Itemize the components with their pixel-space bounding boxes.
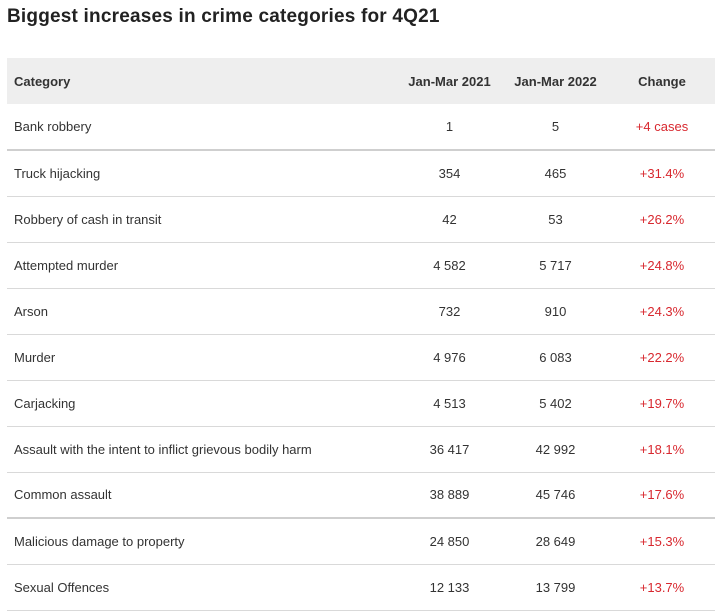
cell-category: Attempted murder: [14, 257, 119, 273]
cell-category: Truck hijacking: [14, 165, 101, 181]
table-row: Common assault 38 889 45 746 +17.6%: [7, 472, 715, 518]
cell-jan-mar-2022: 5 402: [539, 395, 572, 411]
cell-jan-mar-2021: 24 850: [429, 533, 470, 549]
cell-jan-mar-2022: 6 083: [539, 349, 572, 365]
table-row: Truck hijacking 354 465 +31.4%: [7, 150, 715, 196]
cell-category: Bank robbery: [14, 119, 92, 134]
table-row: Robbery of cash in transit 42 53 +26.2%: [7, 196, 715, 242]
chart-title: Biggest increases in crime categories fo…: [7, 6, 440, 27]
cell-change: +17.6%: [639, 487, 685, 503]
cell-change: +26.2%: [639, 211, 685, 227]
cell-category: Arson: [14, 303, 48, 319]
cell-jan-mar-2022: 5 717: [539, 257, 572, 273]
cell-change: +24.8%: [639, 257, 685, 273]
cell-jan-mar-2021: 4 513: [433, 395, 466, 411]
table-row: Sexual Offences 12 133 13 799 +13.7%: [7, 564, 715, 610]
header-jan-mar-2021: Jan-Mar 2021: [408, 73, 491, 89]
cell-jan-mar-2022: 5: [551, 119, 560, 134]
header-change: Change: [638, 73, 686, 89]
table-row: Carjacking 4 513 5 402 +19.7%: [7, 380, 715, 426]
cell-jan-mar-2021: 42: [442, 211, 457, 227]
cell-change: +19.7%: [639, 395, 685, 411]
table-row: Assault with the intent to inflict griev…: [7, 426, 715, 472]
cell-category: Sexual Offences: [14, 579, 110, 595]
cell-jan-mar-2021: 4 976: [433, 349, 466, 365]
table-header-row: Category Jan-Mar 2021 Jan-Mar 2022 Chang…: [7, 58, 715, 104]
cell-change: +18.1%: [639, 441, 685, 457]
cell-category: Robbery of cash in transit: [14, 211, 162, 227]
cell-jan-mar-2021: 12 133: [429, 579, 470, 595]
cell-change: +4 cases: [635, 119, 689, 134]
cell-jan-mar-2022: 28 649: [535, 533, 576, 549]
table-row: Murder 4 976 6 083 +22.2%: [7, 334, 715, 380]
cell-jan-mar-2021: 354: [438, 165, 461, 181]
cell-change: +15.3%: [639, 533, 685, 549]
cell-jan-mar-2022: 910: [544, 303, 567, 319]
header-jan-mar-2022: Jan-Mar 2022: [514, 73, 597, 89]
cell-category: Carjacking: [14, 395, 76, 411]
cell-change: +13.7%: [639, 579, 685, 595]
header-category: Category: [14, 73, 71, 89]
table-body: Bank robbery 1 5 +4 cases Truck hijacking 354…: [7, 104, 715, 610]
cell-jan-mar-2022: 42 992: [535, 441, 576, 457]
cell-jan-mar-2021: 36 417: [429, 441, 470, 457]
cell-category: Assault with the intent to inflict griev…: [14, 441, 312, 457]
cell-jan-mar-2021: 1: [445, 119, 454, 134]
table-row: Attempted murder 4 582 5 717 +24.8%: [7, 242, 715, 288]
crime-table: Category Jan-Mar 2021 Jan-Mar 2022 Chang…: [7, 58, 715, 611]
cell-category: Malicious damage to property: [14, 533, 185, 549]
cell-change: +31.4%: [639, 165, 685, 181]
cell-change: +22.2%: [639, 349, 685, 365]
cell-jan-mar-2021: 4 582: [433, 257, 466, 273]
table-row: Arson 732 910 +24.3%: [7, 288, 715, 334]
table-row: Malicious damage to property 24 850 28 649…: [7, 518, 715, 564]
cell-category: Murder: [14, 349, 56, 365]
cell-jan-mar-2022: 45 746: [535, 487, 576, 503]
cell-jan-mar-2021: 732: [438, 303, 461, 319]
cell-category: Common assault: [14, 487, 112, 503]
table-row: Bank robbery 1 5 +4 cases: [7, 104, 715, 150]
cell-jan-mar-2022: 53: [548, 211, 563, 227]
cell-jan-mar-2022: 13 799: [535, 579, 576, 595]
cell-jan-mar-2022: 465: [544, 165, 567, 181]
cell-change: +24.3%: [639, 303, 685, 319]
cell-jan-mar-2021: 38 889: [429, 487, 470, 503]
